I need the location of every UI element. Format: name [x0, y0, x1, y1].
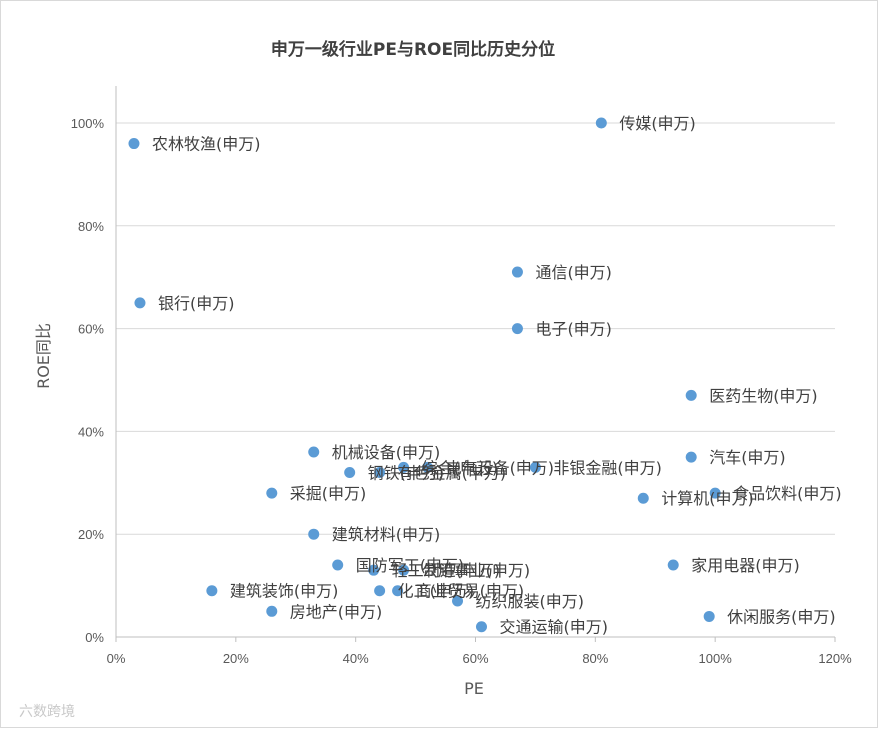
data-label: 房地产(申万) [290, 602, 383, 621]
data-labels: 农林牧渔(申万) 传媒(申万) 银行(申万) 通信(申万) 电子(申万) 医药生物(申万)… [152, 114, 842, 637]
x-tick-label: 0% [107, 651, 126, 666]
data-point [703, 610, 715, 622]
y-axis-ticks: 0% 20% 40% 60% 80% 100% [71, 116, 105, 645]
data-label: 建筑材料(申万) [332, 525, 441, 544]
data-label: 通信(申万) [535, 263, 612, 282]
data-point [134, 297, 146, 309]
data-label: 电气设备(申万) [446, 458, 554, 477]
data-label: 综合(申万) [422, 458, 499, 477]
data-point [344, 467, 356, 479]
y-tick-label: 0% [85, 630, 104, 645]
x-tick-label: 20% [223, 651, 249, 666]
data-point [374, 585, 386, 597]
data-label: 汽车(申万) [709, 448, 786, 467]
x-axis-ticks: 0% 20% 40% 60% 80% 100% 120% [107, 637, 852, 666]
data-label: 轻工制造(申万) [392, 561, 501, 580]
data-point [422, 461, 434, 473]
data-point [206, 585, 218, 597]
data-label: 农林牧渔(申万) [152, 135, 261, 154]
data-label: 化工(申万) [398, 582, 475, 601]
data-label: 机械设备(申万) [332, 443, 441, 462]
y-tick-label: 40% [78, 424, 104, 439]
y-tick-label: 100% [71, 116, 105, 131]
data-label: 医药生物(申万) [709, 386, 818, 405]
data-point [529, 461, 541, 473]
data-label: 纺织服装(申万) [476, 592, 585, 611]
data-point [637, 492, 649, 504]
data-point [128, 138, 140, 150]
data-point [709, 487, 721, 499]
data-label: 交通运输(申万) [499, 618, 608, 637]
data-point [308, 446, 320, 458]
data-label: 食品饮料(申万) [733, 484, 842, 503]
data-point [368, 564, 380, 576]
data-label: 休闲服务(申万) [727, 607, 836, 626]
data-point [511, 266, 523, 278]
watermark-logo: 六数跨境 [19, 704, 75, 720]
data-point [685, 389, 697, 401]
data-point [511, 323, 523, 335]
data-label: 家用电器(申万) [691, 556, 800, 575]
x-axis-label: PE [464, 679, 484, 698]
data-point [332, 559, 344, 571]
x-tick-label: 120% [818, 651, 852, 666]
data-point [398, 461, 410, 473]
data-label: 采掘(申万) [290, 484, 367, 503]
y-axis-label: ROE同比 [34, 323, 53, 389]
data-label: 银行(申万) [158, 294, 235, 313]
x-tick-label: 80% [582, 651, 608, 666]
data-label: 传媒(申万) [619, 114, 696, 133]
data-label: 商业贸易(申万) [416, 582, 525, 601]
data-point [452, 595, 464, 607]
data-point [392, 585, 404, 597]
x-tick-label: 60% [462, 651, 488, 666]
data-point [685, 451, 697, 463]
x-tick-label: 40% [343, 651, 369, 666]
data-label: 非银金融(申万) [553, 458, 662, 477]
data-label: 有色金属(申万) [398, 464, 507, 483]
data-point [398, 564, 410, 576]
y-tick-label: 60% [78, 322, 104, 337]
gridlines [116, 122, 835, 535]
y-tick-label: 80% [78, 219, 104, 234]
y-tick-label: 20% [78, 527, 104, 542]
data-point [595, 117, 607, 129]
data-label: 计算机(申万) [661, 489, 754, 508]
chart-title: 申万一级行业PE与ROE同比历史分位 [271, 39, 555, 60]
data-label: 电子(申万) [535, 320, 612, 339]
data-label: 建筑装饰(申万) [230, 582, 339, 601]
x-tick-label: 100% [699, 651, 733, 666]
data-point [266, 605, 278, 617]
data-point [475, 621, 487, 633]
data-label: 公用事业(申万) [422, 561, 530, 580]
data-points [128, 117, 721, 633]
data-label: 钢铁(申万) [368, 464, 445, 483]
data-label: 国防军工(申万) [356, 556, 465, 575]
data-point [667, 559, 679, 571]
data-point [308, 528, 320, 540]
data-point [374, 467, 386, 479]
data-point [266, 487, 278, 499]
